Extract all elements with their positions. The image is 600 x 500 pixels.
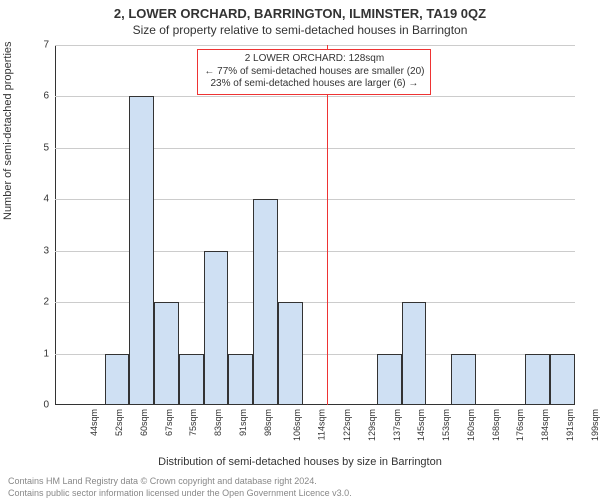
histogram-bar	[525, 354, 550, 405]
x-tick-label: 91sqm	[238, 409, 248, 436]
x-tick-label: 160sqm	[466, 409, 476, 441]
y-axis-line	[55, 45, 56, 405]
histogram-bar	[253, 199, 278, 405]
x-tick-label: 153sqm	[441, 409, 451, 441]
x-tick-label: 168sqm	[491, 409, 501, 441]
x-tick-label: 122sqm	[342, 409, 352, 441]
y-tick-label: 3	[43, 245, 49, 256]
x-tick-label: 98sqm	[263, 409, 273, 436]
x-tick-label: 176sqm	[515, 409, 525, 441]
x-tick-label: 75sqm	[188, 409, 198, 436]
y-tick-label: 6	[43, 91, 49, 102]
x-tick-label: 52sqm	[114, 409, 124, 436]
x-tick-label: 60sqm	[139, 409, 149, 436]
y-tick-label: 0	[43, 400, 49, 411]
histogram-bar	[154, 302, 179, 405]
histogram-bar	[105, 354, 130, 405]
x-tick-label: 106sqm	[293, 409, 303, 441]
y-tick-label: 7	[43, 40, 49, 51]
annotation-box: 2 LOWER ORCHARD: 128sqm← 77% of semi-det…	[197, 49, 431, 95]
title-line-2: Size of property relative to semi-detach…	[0, 21, 600, 37]
histogram-bar	[179, 354, 204, 405]
histogram-bar	[129, 96, 154, 405]
annotation-line-2: ← 77% of semi-detached houses are smalle…	[204, 66, 424, 79]
annotation-line-3: 23% of semi-detached houses are larger (…	[204, 78, 424, 91]
x-tick-label: 137sqm	[392, 409, 402, 441]
y-axis-label: Number of semi-detached properties	[2, 41, 14, 220]
x-tick-label: 67sqm	[164, 409, 174, 436]
histogram-bar	[228, 354, 253, 405]
gridline	[55, 45, 575, 46]
y-tick-label: 4	[43, 194, 49, 205]
histogram-bar	[451, 354, 476, 405]
x-tick-label: 199sqm	[590, 409, 600, 441]
x-tick-label: 44sqm	[89, 409, 99, 436]
y-tick-label: 5	[43, 142, 49, 153]
x-tick-label: 145sqm	[416, 409, 426, 441]
x-axis-label: Distribution of semi-detached houses by …	[0, 456, 600, 468]
reference-line	[327, 45, 328, 405]
plot-area: 0123456744sqm52sqm60sqm67sqm75sqm83sqm91…	[55, 45, 575, 405]
y-tick-label: 2	[43, 297, 49, 308]
histogram-bar	[377, 354, 402, 405]
histogram-bar	[402, 302, 427, 405]
histogram-bar	[278, 302, 303, 405]
x-tick-label: 114sqm	[317, 409, 327, 440]
footer-line-1: Contains HM Land Registry data © Crown c…	[8, 476, 317, 486]
chart-container: 2, LOWER ORCHARD, BARRINGTON, ILMINSTER,…	[0, 0, 600, 500]
histogram-bar	[550, 354, 575, 405]
footer-line-2: Contains public sector information licen…	[8, 488, 352, 498]
x-tick-label: 83sqm	[213, 409, 223, 436]
x-tick-label: 184sqm	[540, 409, 550, 441]
annotation-line-1: 2 LOWER ORCHARD: 128sqm	[204, 53, 424, 66]
y-tick-label: 1	[43, 348, 49, 359]
title-line-1: 2, LOWER ORCHARD, BARRINGTON, ILMINSTER,…	[0, 0, 600, 21]
histogram-bar	[204, 251, 229, 405]
x-tick-label: 191sqm	[565, 409, 575, 441]
x-tick-label: 129sqm	[367, 409, 377, 441]
